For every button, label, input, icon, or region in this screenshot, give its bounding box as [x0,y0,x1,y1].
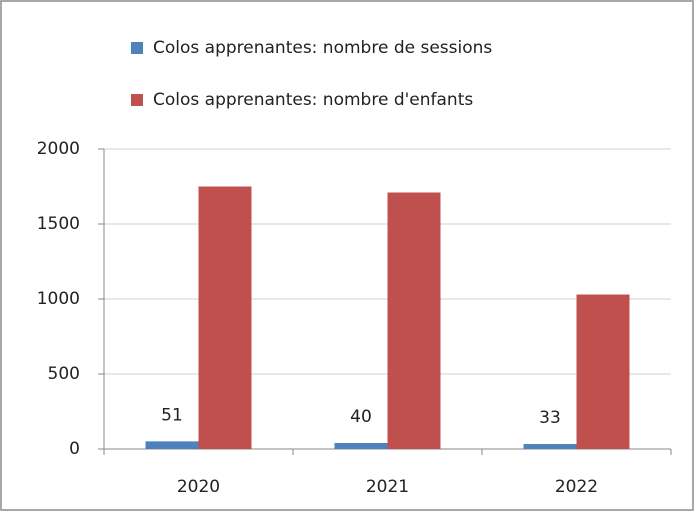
bar [145,441,199,449]
y-tick-label: 0 [69,439,80,459]
y-tick-label: 500 [48,364,80,384]
y-tick-label: 1000 [37,289,80,309]
bar [198,186,252,449]
x-tick-label: 2021 [366,477,409,497]
x-tick-label: 2020 [177,477,220,497]
bar [334,443,388,449]
data-label: 40 [350,407,372,427]
legend-label: Colos apprenantes: nombre de sessions [153,38,492,58]
data-label: 33 [539,408,561,428]
bar [576,294,630,449]
y-tick-label: 2000 [37,139,80,159]
legend-label: Colos apprenantes: nombre d'enfants [153,90,473,110]
y-tick-label: 1500 [37,214,80,234]
legend-swatch [131,42,143,54]
x-tick-label: 2022 [555,477,598,497]
legend-swatch [131,94,143,106]
data-label: 51 [161,405,183,425]
bar [387,192,441,449]
bar [523,444,577,449]
